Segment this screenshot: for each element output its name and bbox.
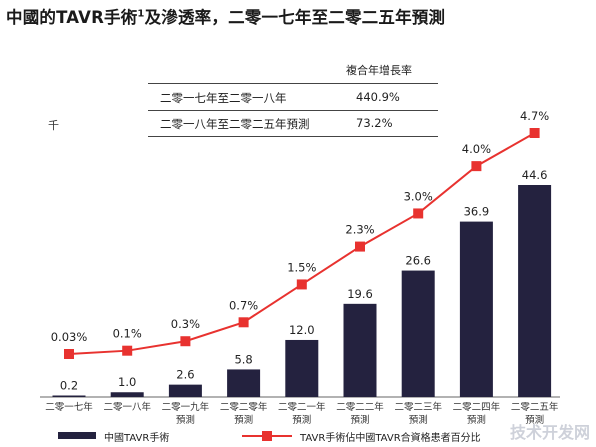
cagr-period: 二零一八年至二零二五年預測 bbox=[160, 117, 310, 131]
line-marker bbox=[355, 241, 365, 252]
page-title-main: 中國的TAVR手術 bbox=[6, 8, 138, 27]
bar-value-label: 1.0 bbox=[118, 375, 136, 389]
page-title-rest: 及滲透率，二零一七年至二零二五年預測 bbox=[144, 8, 446, 27]
cagr-row: 二零一七年至二零一八年 440.9% bbox=[148, 87, 438, 107]
x-tick-label: 預測 bbox=[409, 414, 428, 426]
x-tick-label: 二零二零年 bbox=[220, 401, 268, 413]
bar bbox=[227, 369, 261, 397]
x-tick-label: 二零二四年 bbox=[453, 401, 501, 413]
bar bbox=[52, 395, 86, 397]
cagr-divider bbox=[148, 83, 438, 84]
bar bbox=[285, 339, 319, 397]
line-value-label: 0.3% bbox=[171, 317, 200, 331]
legend-label-line: TAVR手術佔中國TAVR合資格患者百分比 bbox=[300, 433, 481, 444]
x-tick-label: 二零一七年 bbox=[45, 401, 93, 413]
line-marker bbox=[238, 317, 249, 328]
bar bbox=[110, 392, 144, 397]
cagr-period: 二零一七年至二零一八年 bbox=[160, 91, 287, 105]
x-tick-label: 預測 bbox=[176, 414, 195, 426]
cagr-value: 73.2% bbox=[356, 116, 393, 130]
bar-value-label: 0.2 bbox=[60, 379, 78, 393]
line-value-label: 4.7% bbox=[520, 109, 549, 123]
line-value-label: 0.1% bbox=[113, 327, 142, 341]
x-tick-label: 二零二三年 bbox=[394, 401, 442, 413]
line-value-label: 0.03% bbox=[51, 330, 88, 344]
line-marker bbox=[413, 208, 424, 219]
cagr-row: 二零一八年至二零二五年預測 73.2% bbox=[148, 113, 438, 133]
line-marker bbox=[529, 128, 540, 138]
page-title: 中國的TAVR手術1及滲透率，二零一七年至二零二五年預測 bbox=[6, 4, 594, 28]
x-tick-label: 二零二二年 bbox=[336, 401, 384, 413]
line-marker bbox=[122, 345, 133, 356]
line-marker bbox=[64, 349, 74, 359]
x-tick-label: 預測 bbox=[350, 414, 369, 426]
bar-value-label: 5.8 bbox=[234, 352, 252, 366]
line-value-label: 3.0% bbox=[404, 189, 433, 203]
bar-value-label: 36.9 bbox=[464, 205, 490, 219]
cagr-divider bbox=[148, 110, 438, 111]
legend-label-bar: 中國TAVR手術 bbox=[104, 433, 170, 444]
cagr-divider bbox=[148, 136, 438, 137]
watermark: 技术开发网 bbox=[509, 423, 590, 442]
bar bbox=[401, 270, 435, 397]
legend-swatch-line bbox=[242, 431, 292, 441]
x-tick-label: 預測 bbox=[525, 414, 544, 426]
bar-value-label: 19.6 bbox=[347, 287, 373, 301]
bar bbox=[518, 185, 552, 397]
legend-swatch-bar bbox=[58, 432, 96, 439]
cagr-value: 440.9% bbox=[356, 90, 400, 104]
line-value-label: 0.7% bbox=[229, 298, 258, 312]
bar-value-label: 44.6 bbox=[522, 168, 548, 182]
x-tick-label: 二零二五年 bbox=[511, 401, 559, 413]
line-marker bbox=[471, 161, 482, 172]
x-tick-label: 預測 bbox=[292, 414, 311, 426]
x-tick-label: 預測 bbox=[467, 414, 486, 426]
page-title-footnote: 1 bbox=[137, 8, 145, 20]
line-value-label: 4.0% bbox=[462, 142, 491, 156]
x-tick-label: 預測 bbox=[234, 414, 253, 426]
x-tick-label: 二零二一年 bbox=[278, 401, 326, 413]
bar-value-label: 12.0 bbox=[289, 323, 315, 337]
cagr-header: 複合年增長率 bbox=[346, 64, 412, 77]
x-tick-label: 二零一八年 bbox=[103, 401, 151, 413]
bar bbox=[343, 303, 377, 397]
unit-label: 千 bbox=[48, 119, 59, 132]
line-value-label: 1.5% bbox=[287, 260, 316, 274]
line-value-label: 2.3% bbox=[345, 223, 374, 237]
line-marker bbox=[180, 336, 191, 347]
bar-value-label: 26.6 bbox=[405, 254, 431, 268]
bar-value-label: 2.6 bbox=[176, 368, 194, 382]
line-marker bbox=[296, 279, 307, 290]
bar bbox=[459, 221, 493, 397]
x-tick-label: 二零一九年 bbox=[162, 401, 210, 413]
bar bbox=[168, 384, 202, 397]
